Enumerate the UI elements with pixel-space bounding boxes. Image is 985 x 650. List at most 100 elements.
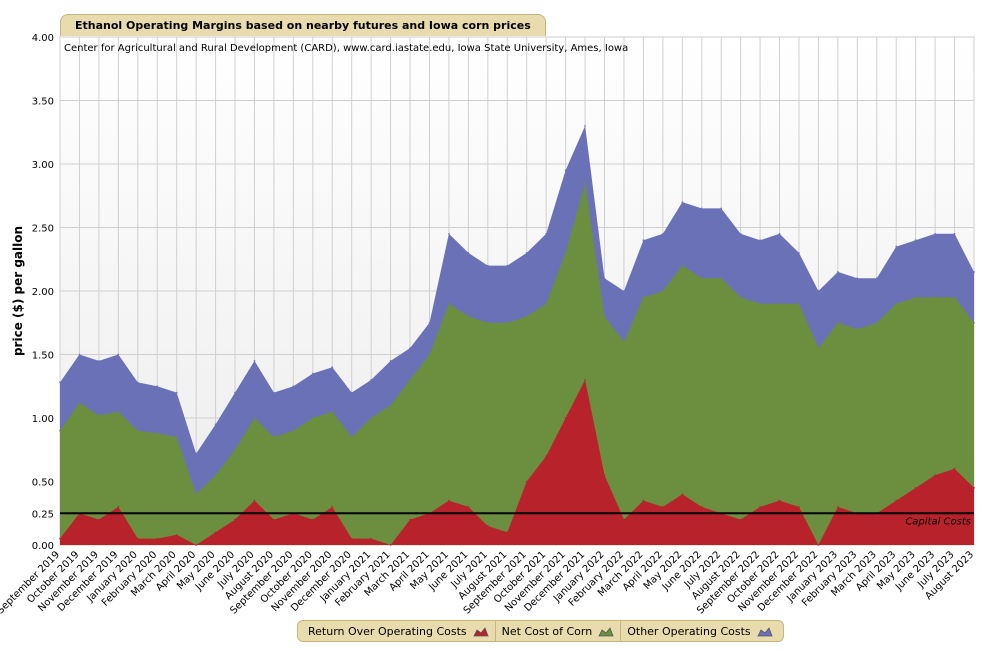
data-point-s0 (486, 525, 489, 527)
data-point-s2 (292, 385, 295, 388)
legend-swatch-other (756, 626, 773, 636)
data-point-s0 (895, 499, 898, 502)
data-point-s2 (564, 169, 567, 172)
data-point-s0 (759, 506, 761, 508)
data-point-s1 (759, 302, 761, 305)
data-point-s0 (642, 499, 645, 502)
data-point-s1 (564, 252, 567, 254)
y-tick-label: 0.00 (32, 541, 54, 552)
chart-title: Ethanol Operating Margins based on nearb… (60, 14, 546, 36)
data-point-s0 (350, 537, 353, 540)
data-point-s2 (875, 277, 878, 280)
data-point-s0 (603, 474, 606, 477)
data-point-s0 (934, 474, 937, 477)
data-point-s1 (642, 296, 645, 299)
data-point-s1 (467, 315, 470, 318)
data-point-s0 (195, 544, 198, 546)
data-point-s0 (817, 544, 820, 546)
data-point-s1 (700, 277, 703, 280)
data-point-s2 (331, 366, 334, 369)
data-point-s2 (973, 271, 975, 273)
data-point-s1 (895, 302, 898, 305)
data-point-s0 (467, 506, 470, 508)
y-axis-label: price ($) per gallon (11, 226, 25, 356)
data-point-s2 (273, 391, 275, 394)
data-point-s2 (584, 125, 586, 127)
data-point-s0 (370, 537, 373, 540)
data-point-s1 (311, 417, 314, 419)
data-point-s2 (97, 359, 100, 362)
data-point-s2 (506, 264, 509, 267)
data-point-s0 (525, 480, 528, 483)
y-tick-label: 2.50 (32, 224, 54, 235)
data-point-s1 (97, 414, 100, 417)
legend-label: Return Over Operating Costs (308, 624, 467, 638)
data-point-s2 (467, 252, 470, 254)
data-point-s1 (234, 448, 236, 451)
data-point-s0 (836, 506, 839, 508)
data-point-s0 (136, 537, 139, 540)
data-point-s0 (389, 544, 392, 546)
data-point-s1 (545, 302, 548, 305)
data-point-s1 (836, 321, 839, 324)
data-point-s2 (428, 321, 431, 324)
data-point-s0 (973, 486, 975, 489)
data-point-s0 (798, 506, 800, 508)
data-point-s2 (700, 207, 703, 210)
data-point-s0 (681, 493, 684, 496)
data-point-s2 (739, 232, 742, 235)
data-point-s0 (59, 537, 61, 540)
data-point-s1 (720, 277, 723, 280)
data-point-s2 (642, 239, 645, 242)
data-point-s0 (214, 531, 217, 534)
data-point-s1 (661, 290, 664, 292)
data-point-s2 (448, 232, 450, 235)
data-point-s2 (136, 381, 139, 384)
data-point-s2 (370, 379, 373, 381)
data-point-s1 (331, 410, 334, 413)
data-point-s1 (914, 296, 917, 299)
y-tick-label: 4.00 (32, 33, 54, 44)
data-point-s2 (934, 232, 937, 235)
y-tick-label: 1.00 (32, 414, 54, 425)
data-point-s2 (78, 353, 81, 356)
data-point-s1 (525, 315, 528, 318)
y-tick-label: 3.00 (32, 160, 54, 171)
data-point-s0 (156, 537, 159, 540)
data-point-s1 (603, 315, 606, 318)
legend-item-corn[interactable]: Net Cost of Corn (496, 621, 622, 641)
series-area-0 (60, 379, 974, 545)
data-point-s1 (350, 436, 353, 438)
y-tick-label: 0.50 (32, 478, 54, 489)
data-point-s2 (214, 423, 217, 426)
data-point-s1 (78, 401, 81, 404)
data-point-s2 (545, 232, 548, 235)
data-point-s2 (856, 277, 859, 280)
data-point-s2 (836, 271, 839, 273)
data-point-s2 (661, 232, 664, 235)
data-point-s1 (817, 347, 820, 350)
series-area-1 (60, 183, 974, 545)
data-point-s0 (97, 518, 100, 521)
data-point-s0 (273, 518, 275, 521)
data-point-s2 (350, 391, 353, 394)
data-point-s1 (273, 436, 275, 438)
data-point-s1 (370, 417, 373, 419)
y-tick-label: 1.50 (32, 351, 54, 362)
data-point-s1 (136, 429, 139, 432)
data-point-s1 (973, 321, 975, 324)
data-point-s2 (117, 353, 120, 356)
data-point-s0 (953, 467, 956, 470)
data-point-s1 (934, 296, 937, 299)
data-point-s2 (59, 381, 61, 384)
legend-swatch-corn (598, 626, 614, 636)
data-point-s2 (953, 232, 956, 235)
legend-item-return[interactable]: Return Over Operating Costs (302, 621, 496, 641)
data-point-s1 (195, 493, 198, 496)
legend-item-other[interactable]: Other Operating Costs (621, 621, 778, 641)
data-point-s0 (564, 417, 567, 419)
data-point-s2 (253, 359, 256, 362)
data-point-s0 (117, 506, 120, 508)
data-point-s1 (175, 436, 178, 438)
